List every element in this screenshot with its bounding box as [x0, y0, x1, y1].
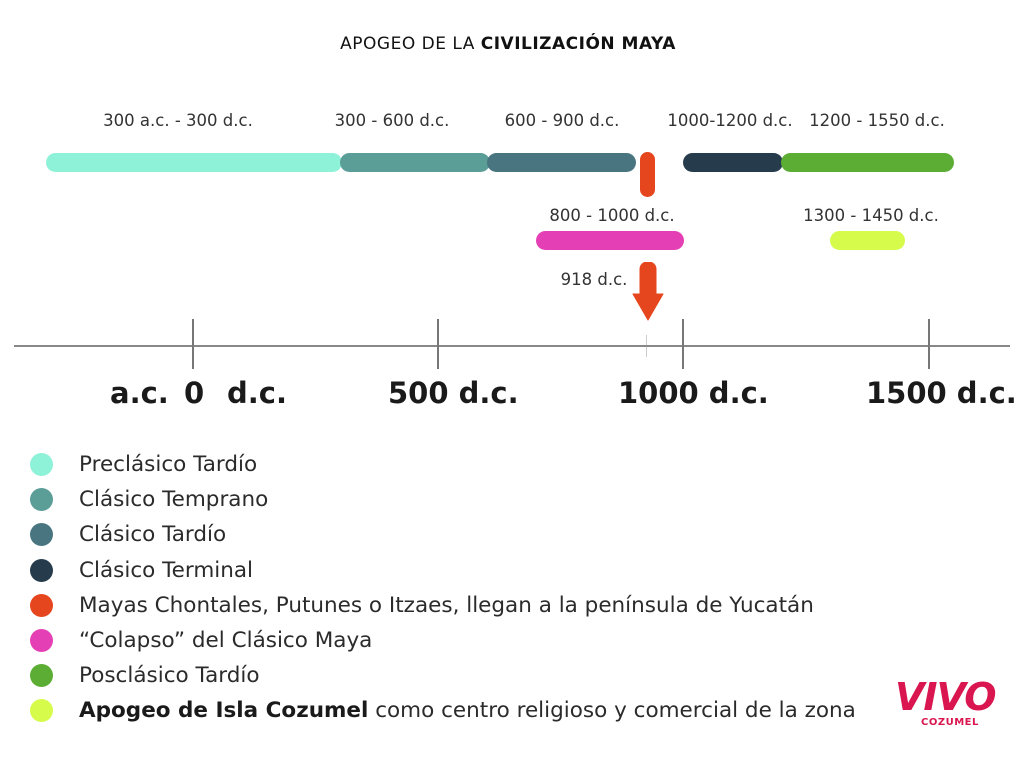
legend-label: Clásico Temprano	[79, 487, 269, 513]
axis-label-zero: 0	[184, 376, 205, 410]
legend-item-cozumel: Apogeo de Isla Cozumel como centro relig…	[30, 693, 856, 728]
period-label-posclasico: 1200 - 1550 d.c.	[809, 111, 945, 130]
legend-dot	[30, 629, 53, 653]
period-label-cozumel: 1300 - 1450 d.c.	[803, 206, 939, 225]
axis-label-dc: d.c.	[227, 376, 287, 410]
legend-item-preclasico: Preclásico Tardío	[30, 447, 856, 482]
legend-label-rest: como centro religioso y comercial de la …	[368, 698, 856, 724]
page-title: APOGEO DE LA CIVILIZACIÓN MAYA	[0, 34, 1016, 54]
legend-label: Clásico Tardío	[79, 522, 227, 548]
legend-label: Apogeo de Isla Cozumel como centro relig…	[79, 698, 856, 723]
logo-wordmark: VIVO	[895, 675, 997, 719]
event-arrow-icon	[632, 262, 664, 321]
legend-dot	[30, 593, 53, 617]
legend-item-clasico-tardio: Clásico Tardío	[30, 517, 856, 552]
bar-clasico-tardio	[487, 153, 636, 172]
axis-label-1000: 1000 d.c.	[618, 376, 769, 410]
legend-dot	[30, 558, 53, 582]
vivo-cozumel-logo: VIVO COZUMEL	[895, 675, 997, 735]
period-label-colapso: 800 - 1000 d.c.	[549, 206, 675, 225]
bar-cozumel	[830, 231, 905, 250]
bar-clasico-terminal	[683, 153, 783, 172]
legend-label: Clásico Terminal	[79, 557, 254, 583]
legend-dot	[30, 699, 53, 723]
legend-item-colapso: “Colapso” del Clásico Maya	[30, 623, 856, 658]
event-marker	[640, 152, 655, 197]
legend-label: “Colapso” del Clásico Maya	[79, 628, 373, 654]
legend-item-clasico-temprano: Clásico Temprano	[30, 482, 856, 517]
axis-label-ac: a.c.	[110, 376, 169, 410]
bar-colapso	[536, 231, 684, 250]
event-arrow-head	[632, 293, 664, 321]
axis-tick-500	[437, 319, 439, 369]
legend-dot	[30, 488, 53, 512]
axis-label-500: 500 d.c.	[388, 376, 519, 410]
bar-posclasico	[781, 153, 954, 172]
legend-label: Posclásico Tardío	[79, 663, 260, 689]
legend-dot	[30, 664, 53, 688]
legend-label-bold: Apogeo de Isla Cozumel	[79, 698, 369, 724]
bar-clasico-temprano	[340, 153, 490, 172]
title-prefix: APOGEO DE LA	[340, 34, 481, 54]
legend-dot	[30, 523, 53, 547]
axis-label-1500: 1500 d.c.	[866, 376, 1017, 410]
period-label-clasico-terminal: 1000-1200 d.c.	[667, 111, 793, 130]
period-label-preclasico: 300 a.c. - 300 d.c.	[103, 111, 253, 130]
axis-tick-0	[192, 319, 194, 369]
legend-dot	[30, 453, 53, 477]
title-bold: CIVILIZACIÓN MAYA	[480, 34, 676, 54]
period-label-clasico-temprano: 300 - 600 d.c.	[334, 111, 450, 130]
period-label-clasico-tardio: 600 - 900 d.c.	[504, 111, 620, 130]
bar-preclasico	[46, 153, 342, 172]
axis-line	[14, 345, 1010, 347]
axis-tick-1500	[928, 319, 930, 369]
event-label: 918 d.c.	[560, 270, 628, 289]
legend-item-clasico-terminal: Clásico Terminal	[30, 553, 856, 588]
legend-item-mayas-chontales: Mayas Chontales, Putunes o Itzaes, llega…	[30, 588, 856, 623]
legend: Preclásico Tardío Clásico Temprano Clási…	[30, 447, 856, 729]
axis-tick-1000	[682, 319, 684, 369]
logo-subtitle: COZUMEL	[921, 717, 979, 728]
legend-label: Preclásico Tardío	[79, 452, 258, 478]
legend-item-posclasico: Posclásico Tardío	[30, 658, 856, 693]
legend-label: Mayas Chontales, Putunes o Itzaes, llega…	[79, 592, 814, 618]
